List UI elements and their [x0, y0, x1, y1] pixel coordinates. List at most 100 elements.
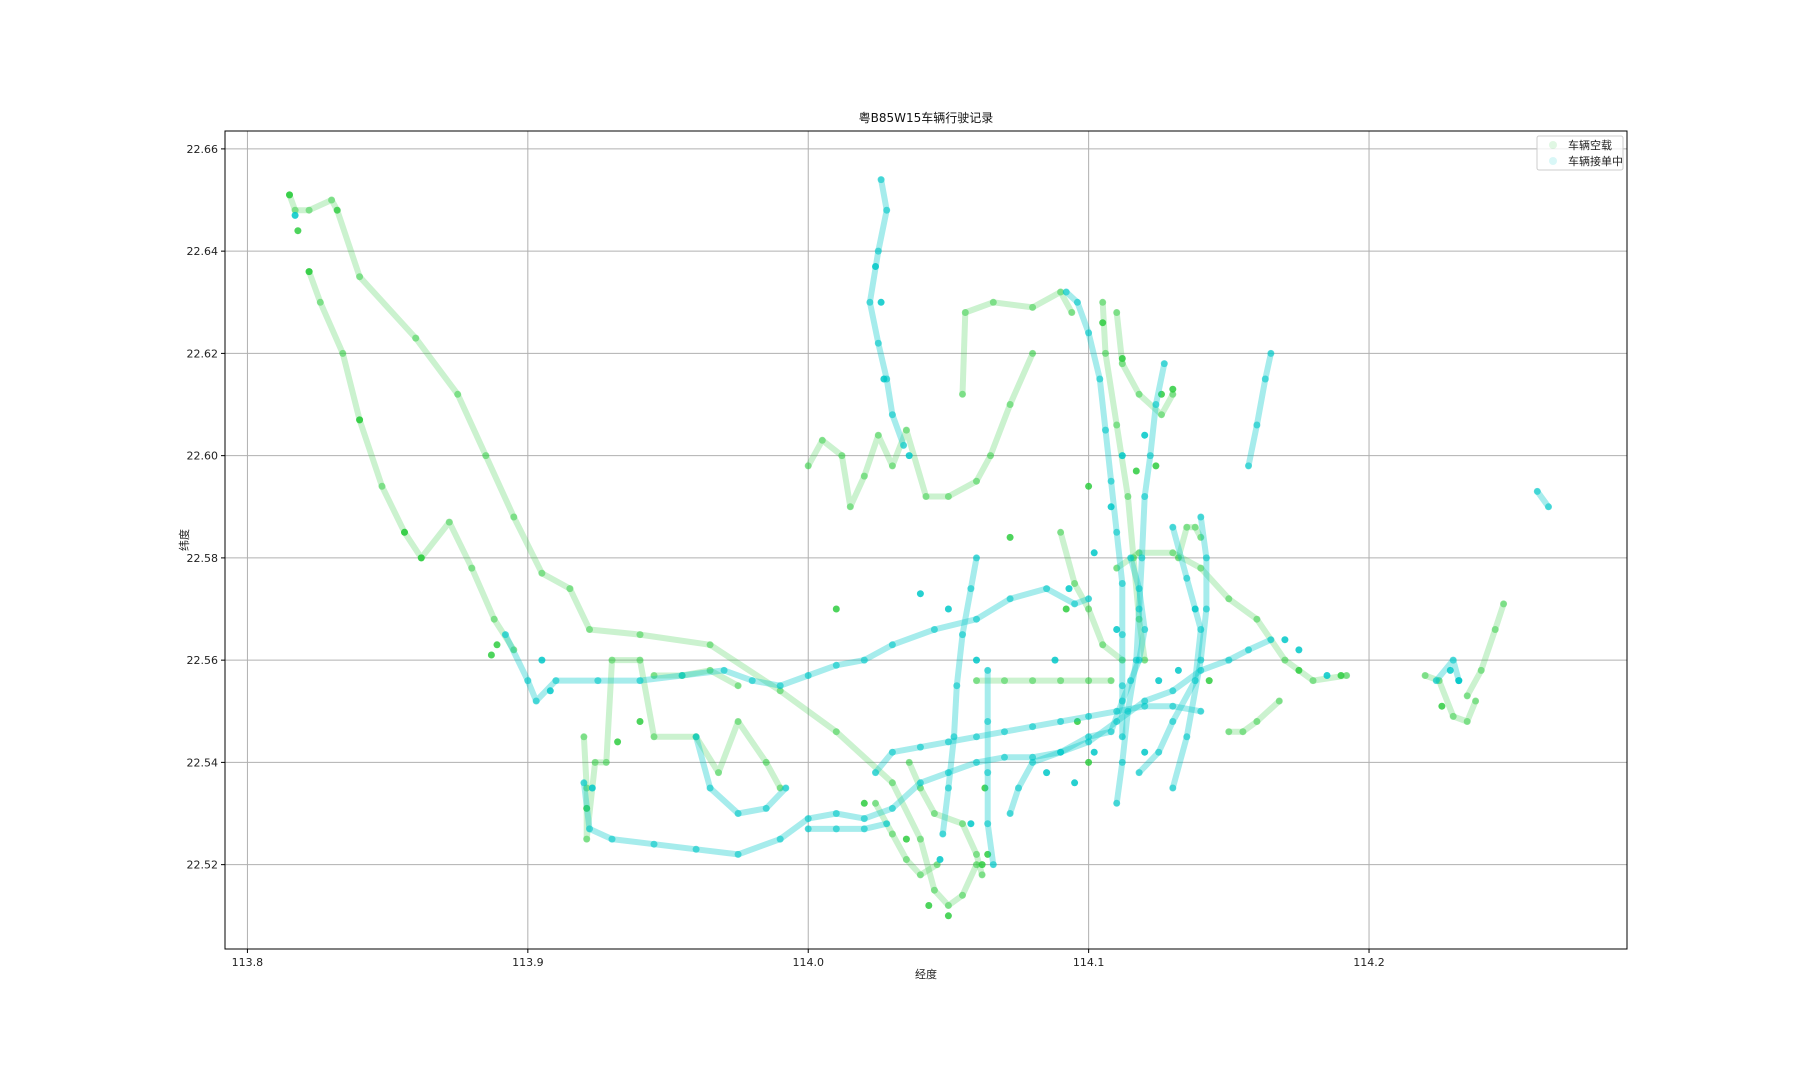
point-busy [552, 677, 560, 685]
point-busy [860, 656, 868, 664]
point-busy [832, 825, 840, 833]
point-busy [1455, 677, 1463, 685]
point-empty [973, 850, 980, 858]
point-empty [902, 856, 910, 863]
point-empty [510, 646, 518, 654]
point-busy [1191, 677, 1199, 685]
point-busy [944, 769, 952, 777]
point-busy [636, 677, 644, 685]
point-busy [1141, 697, 1149, 705]
point-busy [1169, 523, 1177, 531]
point-empty [1135, 390, 1143, 398]
point-empty [944, 912, 952, 920]
point-busy [1446, 666, 1454, 674]
point-empty [804, 462, 812, 470]
point-empty [468, 564, 476, 572]
point-empty [776, 687, 784, 695]
point-busy [939, 830, 947, 838]
point-empty [1449, 712, 1457, 720]
chart-title: 粤B85W15车辆行驶记录 [859, 110, 994, 125]
point-busy [888, 411, 896, 419]
track-empty [1175, 524, 1204, 561]
legend-box [1536, 135, 1624, 171]
point-busy [776, 835, 784, 843]
point-busy [1118, 452, 1126, 460]
point-busy [804, 815, 812, 823]
point-busy [900, 441, 908, 449]
point-busy [1197, 666, 1205, 674]
point-busy [1261, 375, 1269, 383]
point-busy [1169, 784, 1177, 792]
point-empty [961, 309, 969, 316]
point-busy [973, 733, 980, 741]
point-busy [1107, 477, 1115, 485]
point-empty [1029, 303, 1037, 311]
point-busy [1155, 748, 1163, 756]
point-empty [482, 452, 490, 460]
point-empty [1491, 626, 1499, 633]
point-busy [1107, 503, 1115, 511]
point-busy [1191, 605, 1199, 613]
x-axis-title: 经度 [915, 967, 937, 981]
point-busy [877, 298, 885, 306]
legend-marker-busy [1549, 157, 1557, 165]
point-empty [978, 861, 986, 869]
point-empty [1309, 677, 1317, 685]
point-empty [706, 641, 714, 649]
point-busy [1006, 595, 1014, 603]
point-busy [1135, 605, 1143, 613]
point-busy [1113, 707, 1121, 715]
point-busy [1135, 585, 1143, 593]
point-busy [1138, 554, 1146, 562]
track-busy [866, 176, 907, 449]
point-empty [888, 830, 896, 838]
track-empty [1464, 600, 1507, 699]
point-busy [1545, 503, 1552, 511]
point-empty [412, 334, 420, 342]
point-busy [594, 677, 602, 685]
point-empty [1068, 309, 1076, 316]
point-empty [1135, 615, 1143, 623]
point-empty [1500, 600, 1508, 608]
point-empty [706, 666, 714, 674]
point-empty [445, 518, 453, 526]
point-busy [1432, 677, 1440, 685]
point-empty [1029, 349, 1037, 357]
point-busy [1113, 718, 1121, 725]
point-empty [933, 861, 941, 869]
point-empty [916, 835, 924, 843]
point-empty [1183, 523, 1191, 531]
point-busy [1533, 487, 1541, 495]
point-empty [888, 462, 896, 470]
point-busy [888, 804, 896, 812]
point-busy [916, 743, 924, 751]
point-empty [860, 472, 868, 480]
point-empty [916, 871, 924, 879]
point-busy [291, 211, 299, 219]
point-busy [580, 779, 588, 787]
point-busy [782, 784, 790, 792]
point-empty [846, 503, 854, 511]
point-busy [1124, 707, 1132, 715]
point-empty [1253, 615, 1261, 623]
point-empty [1085, 758, 1093, 766]
point-busy [1118, 682, 1126, 690]
point-empty [888, 779, 896, 787]
point-busy [1113, 626, 1121, 633]
point-empty [1029, 677, 1037, 685]
point-busy [916, 590, 924, 598]
x-tick-label: 114.2 [1353, 956, 1385, 969]
track-busy [1245, 350, 1274, 469]
point-busy [1062, 288, 1070, 296]
point-empty [984, 850, 992, 858]
point-empty [973, 477, 980, 485]
point-busy [1057, 748, 1065, 756]
point-empty [1124, 493, 1132, 500]
point-busy [532, 697, 540, 705]
point-empty [1057, 288, 1065, 296]
point-empty [1463, 718, 1471, 725]
point-empty [316, 298, 324, 306]
point-empty [1099, 641, 1107, 649]
point-empty [1438, 702, 1446, 710]
